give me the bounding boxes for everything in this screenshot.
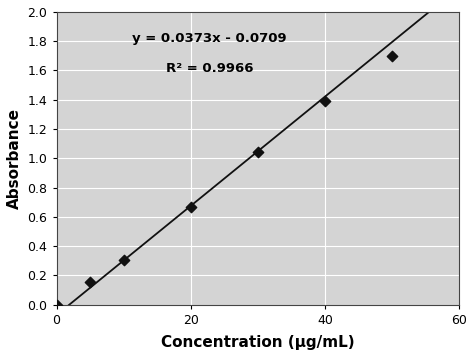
Text: y = 0.0373x - 0.0709: y = 0.0373x - 0.0709	[132, 32, 287, 45]
X-axis label: Concentration (μg/mL): Concentration (μg/mL)	[161, 335, 355, 350]
Point	[86, 279, 94, 285]
Point	[53, 302, 60, 307]
Y-axis label: Absorbance: Absorbance	[7, 108, 22, 209]
Point	[187, 205, 194, 210]
Text: R² = 0.9966: R² = 0.9966	[166, 62, 253, 75]
Point	[254, 150, 262, 155]
Point	[120, 257, 128, 263]
Point	[321, 99, 328, 104]
Point	[388, 53, 396, 59]
